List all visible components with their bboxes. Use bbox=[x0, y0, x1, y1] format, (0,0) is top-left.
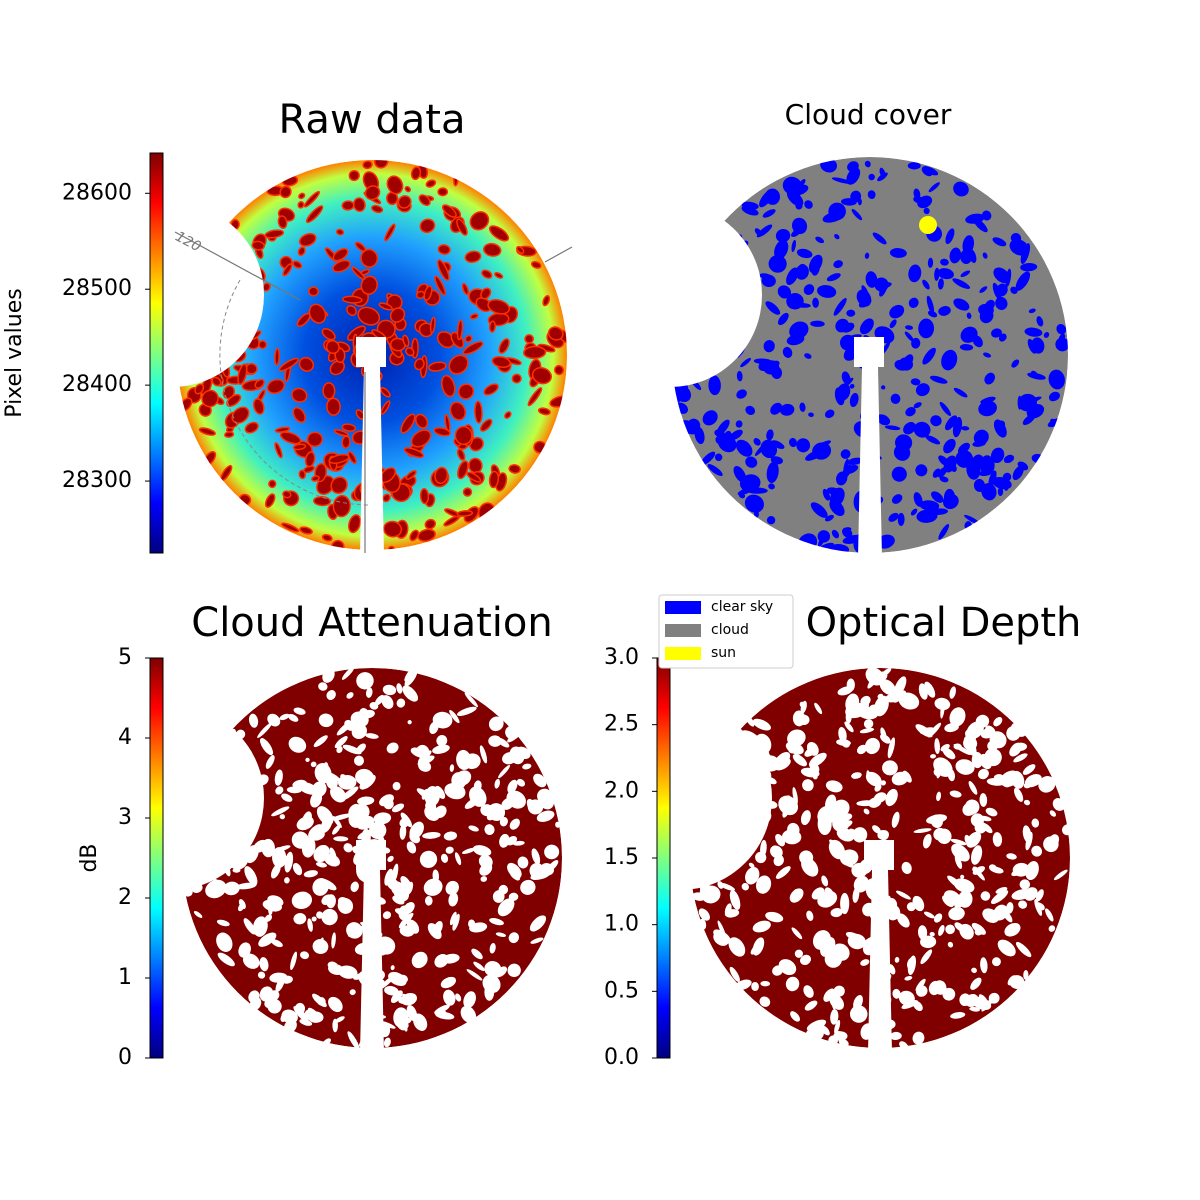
colorbar bbox=[149, 152, 164, 554]
tick-label: 0 bbox=[118, 1045, 132, 1070]
tick-label: 3 bbox=[118, 805, 132, 830]
guide-line bbox=[174, 231, 573, 553]
sun-marker bbox=[919, 216, 937, 234]
legend-label: sun bbox=[711, 645, 736, 661]
panel-title: Cloud Attenuation bbox=[191, 600, 552, 646]
legend-label: clear sky bbox=[711, 599, 773, 615]
tick-label: 28300 bbox=[62, 468, 132, 493]
tick-label: 1.5 bbox=[604, 845, 639, 870]
tick-label: 2.0 bbox=[604, 778, 639, 803]
panel-title: Raw data bbox=[279, 97, 466, 143]
tick-label: 2 bbox=[118, 885, 132, 910]
panel-title: Cloud cover bbox=[785, 98, 952, 131]
tick-label: 2.5 bbox=[604, 712, 639, 737]
legend-swatch bbox=[665, 624, 701, 637]
tick-label: 4 bbox=[118, 725, 132, 750]
panel: 0.0 0.5 1.0 1.5 2.0 2.5 3.0 bbox=[604, 645, 1074, 1070]
tick-label: 1.0 bbox=[604, 912, 639, 937]
guide-arc bbox=[219, 279, 371, 506]
tick-label: 28400 bbox=[62, 372, 132, 397]
colorbar-label: Pixel values bbox=[2, 288, 27, 417]
annotation: 120 bbox=[172, 229, 203, 256]
legend: clear sky cloud sun bbox=[658, 594, 794, 669]
sky-image bbox=[687, 667, 1074, 1052]
tick-label: 28600 bbox=[62, 180, 132, 205]
panel: 0 1 2 3 4 5 bbox=[118, 645, 562, 1070]
legend-label: cloud bbox=[711, 622, 749, 638]
panel: 28300 28400 28500 28600 120 bbox=[62, 152, 573, 554]
sky-image bbox=[671, 157, 1070, 556]
panel: clear sky cloud sun bbox=[658, 157, 1070, 669]
tick-label: 3.0 bbox=[604, 645, 639, 670]
colorbar bbox=[656, 657, 671, 1059]
sky-image bbox=[177, 153, 572, 554]
tick-label: 0.5 bbox=[604, 978, 639, 1003]
sky-image bbox=[179, 666, 562, 1057]
tick-label: 5 bbox=[118, 645, 132, 670]
colorbar-label: dB bbox=[77, 843, 102, 872]
legend-swatch bbox=[665, 647, 701, 660]
colorbar bbox=[149, 657, 164, 1059]
tick-label: 0.0 bbox=[604, 1045, 639, 1070]
tick-label: 28500 bbox=[62, 276, 132, 301]
legend-swatch bbox=[665, 601, 701, 614]
tick-label: 1 bbox=[118, 965, 132, 990]
